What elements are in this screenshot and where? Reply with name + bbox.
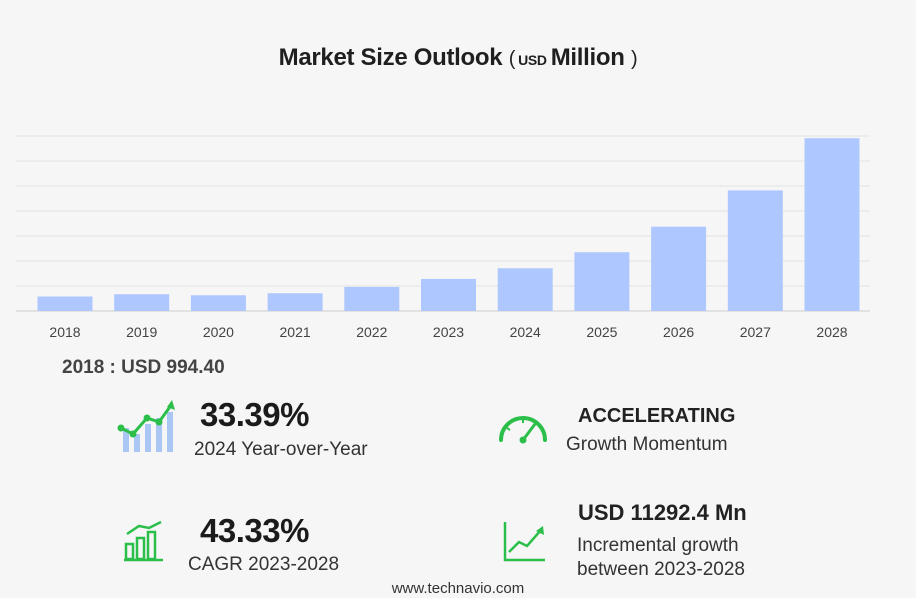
bar-2019: [114, 294, 170, 311]
bar-2027: [727, 190, 783, 311]
bar-chart: 2018 2019 2020 2021 2022 2023 2024 2025 2026 2027…: [16, 135, 870, 340]
x-tick-label: 2021: [280, 324, 311, 340]
bar-2028: [804, 138, 860, 311]
title-scale: Million: [550, 44, 625, 71]
bar-chart-up-icon: [124, 520, 163, 562]
x-tick-label: 2022: [356, 324, 387, 340]
growth-bars-icon: [117, 400, 175, 452]
yoy-label: 2024 Year-over-Year: [194, 439, 368, 460]
incremental-label-line2: between 2023-2028: [577, 559, 745, 580]
bar-2022: [344, 286, 400, 311]
cagr-value: 43.33%: [200, 512, 309, 549]
title-unit: USD: [518, 52, 547, 68]
x-tick-label: 2020: [203, 324, 234, 340]
bar-2020: [190, 295, 246, 311]
bar-2023: [421, 278, 476, 311]
chart-title-main: Market Size Outlook: [278, 44, 503, 71]
speedometer-icon: [499, 416, 547, 444]
line-chart-up-icon: [503, 522, 545, 562]
x-tick-label: 2027: [740, 324, 771, 340]
bar-2025: [574, 252, 630, 311]
title-close-paren: ): [631, 48, 638, 70]
momentum-value: ACCELERATING: [578, 405, 736, 427]
incremental-label-line1: Incremental growth: [577, 535, 739, 556]
x-tick-label: 2026: [663, 324, 694, 340]
chart-title: Market Size Outlook (USD Million ): [0, 44, 916, 72]
x-tick-label: 2023: [433, 324, 464, 340]
yoy-value: 33.39%: [200, 396, 309, 433]
bar-2026: [651, 226, 707, 311]
x-tick-label: 2028: [816, 324, 847, 340]
bar-2021: [267, 293, 323, 311]
title-open-paren: (: [508, 48, 516, 70]
incremental-value: USD 11292.4 Mn: [578, 500, 747, 525]
base-year-label: 2018 : USD 994.40: [62, 357, 225, 378]
bar-2018: [37, 296, 93, 311]
bar-2024: [497, 268, 553, 311]
x-tick-label: 2019: [126, 324, 157, 340]
momentum-label: Growth Momentum: [566, 434, 728, 455]
cagr-label: CAGR 2023-2028: [188, 554, 340, 575]
footer-url: www.technavio.com: [391, 580, 525, 597]
x-tick-label: 2024: [510, 324, 541, 340]
x-tick-label: 2025: [586, 324, 617, 340]
x-tick-label: 2018: [49, 324, 80, 340]
